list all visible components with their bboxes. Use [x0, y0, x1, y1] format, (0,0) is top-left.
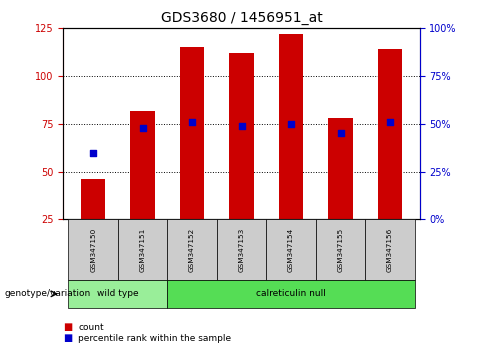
Bar [328, 118, 353, 219]
Text: GSM347151: GSM347151 [140, 228, 145, 272]
Point [89, 150, 97, 155]
Text: count: count [78, 323, 104, 332]
Point [188, 119, 196, 125]
Point [337, 131, 345, 136]
Text: ■: ■ [63, 322, 73, 332]
Title: GDS3680 / 1456951_at: GDS3680 / 1456951_at [161, 11, 323, 24]
Bar [130, 110, 155, 219]
Text: percentile rank within the sample: percentile rank within the sample [78, 333, 231, 343]
Bar [81, 179, 105, 219]
Text: calreticulin null: calreticulin null [256, 289, 326, 298]
Text: GSM347156: GSM347156 [387, 228, 393, 272]
Bar [229, 53, 254, 219]
Point [238, 123, 245, 129]
Text: GSM347150: GSM347150 [90, 228, 96, 272]
Point [287, 121, 295, 127]
Point [139, 125, 146, 131]
Text: GSM347152: GSM347152 [189, 228, 195, 272]
Text: GSM347153: GSM347153 [239, 228, 244, 272]
Point [386, 119, 394, 125]
Bar [180, 47, 204, 219]
Text: wild type: wild type [97, 289, 139, 298]
Text: ■: ■ [63, 333, 73, 343]
Bar [378, 49, 403, 219]
Text: genotype/variation: genotype/variation [5, 289, 91, 298]
Bar [279, 34, 304, 219]
Text: GSM347154: GSM347154 [288, 228, 294, 272]
Text: GSM347155: GSM347155 [338, 228, 344, 272]
